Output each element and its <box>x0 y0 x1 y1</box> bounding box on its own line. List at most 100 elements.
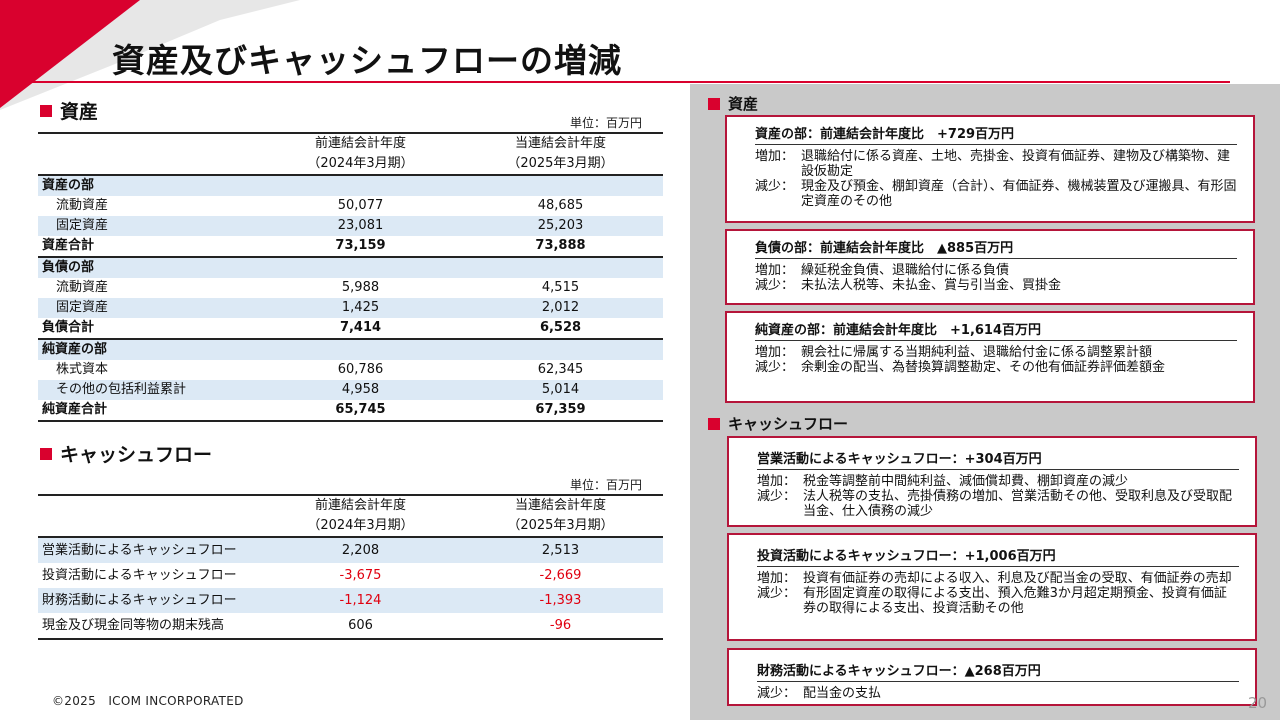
row-label: 固定資産 <box>38 216 263 236</box>
row-label: 負債合計 <box>38 318 263 340</box>
assets-table-row: 流動資産 5,988 4,515 <box>38 278 663 298</box>
cf-header-blank-2 <box>38 516 263 538</box>
assets-table-row: 負債の部 <box>38 257 663 278</box>
card-line: 増加： 退職給付に係る資産、土地、売掛金、投資有価証券、建物及び構築物、建設仮勘定 <box>755 149 1237 179</box>
card-line: 増加： 親会社に帰属する当期純利益、退職給付金に係る調整累計額 <box>755 345 1237 360</box>
card-title: 負債の部：前連結会計年度比 ▲885百万円 <box>755 237 1237 259</box>
value-prev: -3,675 <box>339 568 382 583</box>
assets-table-row: 純資産の部 <box>38 339 663 360</box>
investing-cf-card: 投資活動によるキャッシュフロー：+1,006百万円増加： 投資有価証券の売却による… <box>727 533 1257 641</box>
assets-heading-text: 資産 <box>60 101 99 123</box>
cf-header-blank <box>38 495 263 516</box>
value-prev: 1,425 <box>263 298 458 318</box>
change-label: 減少： <box>755 278 795 293</box>
financing-cf-card: 財務活動によるキャッシュフロー：▲268百万円減少： 配当金の支払 <box>727 648 1257 706</box>
cashflow-table: 前連結会計年度 当連結会計年度 （2024年3月期） （2025年3月期） 営業… <box>38 494 663 640</box>
assets-header-curr-2: （2025年3月期） <box>458 154 663 176</box>
change-detail: 配当金の支払 <box>803 686 882 701</box>
value-prev: 50,077 <box>337 198 384 213</box>
value-prev: 606 <box>263 613 458 640</box>
cf-header-curr-2: （2025年3月期） <box>458 516 663 538</box>
value-curr: 5,014 <box>458 380 663 400</box>
assets-header-blank <box>38 133 263 154</box>
value-curr: 2,012 <box>458 298 663 318</box>
change-detail: 投資有価証券の売却による収入、利息及び配当金の受取、有価証券の売却 <box>803 571 1232 586</box>
page-title: 資産及びキャッシュフローの増減 <box>112 41 622 80</box>
assets-table-row: 流動資産 50,077 48,685 <box>38 196 663 216</box>
change-label: 増加： <box>755 345 795 360</box>
assets-header-prev-1: 前連結会計年度 <box>314 136 406 151</box>
change-detail: 親会社に帰属する当期純利益、退職給付金に係る調整累計額 <box>801 345 1153 360</box>
value-prev: 65,745 <box>263 400 458 422</box>
cf-header-prev-1: 前連結会計年度 <box>314 498 406 513</box>
card-title: 営業活動によるキャッシュフロー：+304百万円 <box>757 448 1239 470</box>
assets-table-row: 固定資産 1,425 2,012 <box>38 298 663 318</box>
card-title: 投資活動によるキャッシュフロー：+1,006百万円 <box>757 545 1239 567</box>
change-label: 増加： <box>755 263 795 278</box>
panel-cashflow-heading-text: キャッシュフロー <box>728 415 849 433</box>
card-line: 減少： 配当金の支払 <box>757 686 1239 701</box>
change-detail: 有形固定資産の取得による支出、預入危難3か月超定期預金、投資有価証券の取得による… <box>803 586 1227 616</box>
change-detail: 法人税等の支払、売掛債務の増加、営業活動その他、受取利息及び受取配当金、仕入債務… <box>803 489 1233 519</box>
panel-assets-heading-text: 資産 <box>728 95 759 113</box>
value-prev: 60,786 <box>337 362 384 377</box>
card-line: 増加： 投資有価証券の売却による収入、利息及び配当金の受取、有価証券の売却 <box>757 571 1239 586</box>
value-prev: 73,159 <box>263 236 458 258</box>
row-label: 財務活動によるキャッシュフロー <box>38 588 263 613</box>
cashflow-table-row: 現金及び現金同等物の期末残高 606 -96 <box>38 613 663 640</box>
value-curr: 4,515 <box>541 280 580 295</box>
card-line: 減少： 法人税等の支払、売掛債務の増加、営業活動その他、受取利息及び受取配当金、仕… <box>757 489 1239 519</box>
assets-table: 前連結会計年度 当連結会計年度 （2024年3月期） （2025年3月期） 資産… <box>38 132 663 422</box>
row-label: 純資産の部 <box>38 339 263 360</box>
card-title: 財務活動によるキャッシュフロー：▲268百万円 <box>757 660 1239 682</box>
change-detail: 税金等調整前中間純利益、減価償却費、棚卸資産の減少 <box>803 474 1129 489</box>
row-label: 株式資本 <box>56 362 109 377</box>
cashflow-table-row: 投資活動によるキャッシュフロー -3,675 -2,669 <box>38 563 663 588</box>
change-label: 減少： <box>757 586 797 601</box>
value-curr: 25,203 <box>458 216 663 236</box>
card-line: 減少： 未払法人税等、未払金、賞与引当金、買掛金 <box>755 278 1237 293</box>
red-square-icon <box>708 417 720 430</box>
value-curr: 48,685 <box>537 198 584 213</box>
row-label: 資産の部 <box>38 175 263 196</box>
liabilities-summary-card: 負債の部：前連結会計年度比 ▲885百万円 増加： 繰延税金負債、退職給付に係る負債… <box>725 229 1255 305</box>
red-square-icon <box>40 447 52 460</box>
assets-table-row: 資産の部 <box>38 175 663 196</box>
assets-unit-label: 単位：百万円 <box>570 116 643 130</box>
value-prev: 2,208 <box>263 537 458 563</box>
row-label: 営業活動によるキャッシュフロー <box>38 537 263 563</box>
assets-table-row: 固定資産 23,081 25,203 <box>38 216 663 236</box>
page-number: 20 <box>1248 694 1268 712</box>
row-label: 負債の部 <box>38 257 263 278</box>
change-label: 減少： <box>757 489 797 504</box>
value-curr <box>458 257 663 278</box>
row-label: 流動資産 <box>56 280 109 295</box>
red-square-icon <box>40 104 52 117</box>
operating-cf-card: 営業活動によるキャッシュフロー：+304百万円 増加： 税金等調整前中間純利益、減価… <box>727 436 1257 527</box>
value-curr <box>458 339 663 360</box>
row-label: その他の包括利益累計 <box>38 380 263 400</box>
change-label: 増加： <box>757 571 797 586</box>
value-curr: -96 <box>458 613 663 640</box>
value-prev: -1,124 <box>263 588 458 613</box>
card-line: 減少： 有形固定資産の取得による支出、預入危難3か月超定期預金、投資有価証券の取得… <box>757 586 1239 616</box>
assets-table-row: その他の包括利益累計 4,958 5,014 <box>38 380 663 400</box>
value-curr: 6,528 <box>458 318 663 340</box>
row-label: 投資活動によるキャッシュフロー <box>42 568 237 583</box>
value-curr: 62,345 <box>537 362 584 377</box>
cashflow-heading-text: キャッシュフロー <box>60 444 213 466</box>
cashflow-unit-label: 単位：百万円 <box>570 478 643 492</box>
value-prev: 23,081 <box>263 216 458 236</box>
assets-header-blank-2 <box>38 154 263 176</box>
assets-header-prev-2: （2024年3月期） <box>263 154 458 176</box>
row-label: 純資産合計 <box>38 400 263 422</box>
change-label: 減少： <box>755 360 795 375</box>
copyright-footer: ©2025 ICOM INCORPORATED <box>52 694 244 708</box>
title-underline <box>0 81 1230 83</box>
assets-summary-card: 資産の部：前連結会計年度比 +729百万円 増加： 退職給付に係る資産、土地、売掛金… <box>725 115 1255 223</box>
assets-section-heading: 資産 <box>40 97 98 124</box>
cashflow-section-heading: キャッシュフロー <box>40 440 212 467</box>
value-curr: -1,393 <box>458 588 663 613</box>
change-detail: 退職給付に係る資産、土地、売掛金、投資有価証券、建物及び構築物、建設仮勘定 <box>801 149 1231 179</box>
assets-table-row: 純資産合計 65,745 67,359 <box>38 400 663 422</box>
